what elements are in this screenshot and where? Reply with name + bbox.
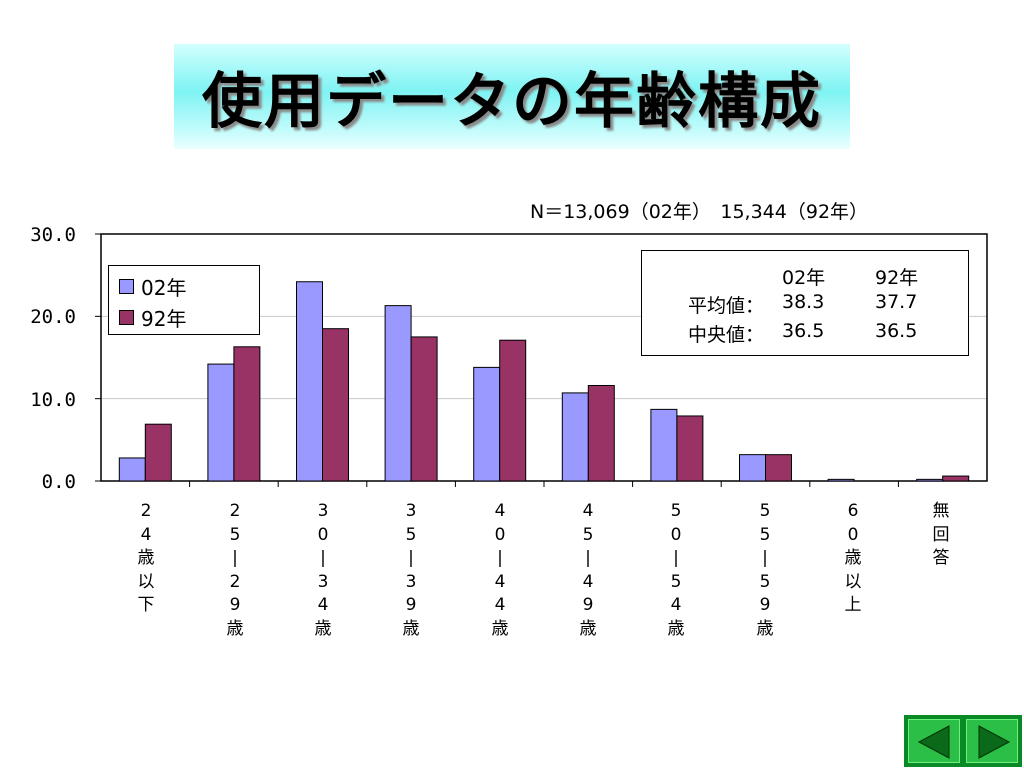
x-tick-label: 3 0 | 3 4 歳 bbox=[314, 501, 332, 639]
stats-row-label: 中央値： bbox=[688, 324, 765, 346]
bar bbox=[473, 366, 501, 482]
bar bbox=[739, 454, 766, 482]
page-title: 使用データの年齢構成 bbox=[202, 67, 822, 137]
bar bbox=[650, 408, 678, 482]
bar bbox=[410, 336, 438, 482]
bar bbox=[587, 384, 615, 482]
bar bbox=[499, 339, 527, 482]
x-tick-label: 無 回 答 bbox=[932, 501, 950, 569]
legend-item: 92年 bbox=[119, 303, 186, 332]
bar bbox=[827, 478, 855, 482]
triangle-left-icon bbox=[917, 725, 950, 759]
x-tick-label: 3 5 | 3 9 歳 bbox=[402, 501, 420, 639]
x-tick-label: 4 0 | 4 4 歳 bbox=[491, 501, 509, 639]
title-banner: 使用データの年齢構成 bbox=[174, 44, 850, 149]
slide-navigation bbox=[904, 715, 1022, 767]
x-tick-label: 5 5 | 5 9 歳 bbox=[756, 501, 774, 639]
chart-legend: 02年 92年 bbox=[108, 265, 260, 335]
stats-col-header: 92年 bbox=[875, 267, 919, 289]
x-tick-label: 5 0 | 5 4 歳 bbox=[667, 501, 685, 639]
bar bbox=[561, 392, 589, 482]
y-tick-label: 10.0 bbox=[30, 389, 76, 411]
bar bbox=[233, 346, 261, 482]
prev-slide-button[interactable] bbox=[908, 719, 960, 763]
y-tick-label: 20.0 bbox=[30, 306, 76, 328]
bar bbox=[207, 363, 235, 482]
bar bbox=[296, 281, 323, 482]
bar bbox=[916, 478, 944, 482]
legend-item: 02年 bbox=[119, 272, 186, 301]
x-tick-label: 4 5 | 4 9 歳 bbox=[579, 501, 597, 639]
legend-label: 92年 bbox=[141, 307, 187, 331]
x-tick-label: 2 5 | 2 9 歳 bbox=[226, 501, 244, 639]
stats-value: 38.3 bbox=[782, 291, 825, 313]
legend-swatch bbox=[119, 310, 134, 325]
y-tick-label: 0.0 bbox=[41, 471, 76, 493]
bar bbox=[765, 454, 792, 482]
bar bbox=[144, 423, 172, 482]
stats-box: 02年 92年 平均値： 38.3 37.7 中央値： 36.5 36.5 bbox=[641, 250, 969, 356]
sample-size-note: N＝13,069（02年） 15,344（92年） bbox=[530, 201, 869, 223]
bar bbox=[322, 328, 349, 482]
triangle-right-icon bbox=[978, 725, 1011, 759]
next-slide-button[interactable] bbox=[966, 719, 1018, 763]
bar bbox=[118, 457, 146, 482]
stats-row-label: 平均値： bbox=[688, 295, 765, 317]
legend-swatch bbox=[119, 279, 134, 294]
stats-value: 36.5 bbox=[782, 320, 825, 342]
stats-value: 37.7 bbox=[875, 291, 918, 313]
bar bbox=[676, 415, 704, 482]
x-tick-label: 6 0 歳 以 上 bbox=[844, 501, 862, 616]
stats-col-header: 02年 bbox=[782, 267, 826, 289]
bar bbox=[942, 475, 970, 482]
bar bbox=[384, 305, 412, 482]
legend-label: 02年 bbox=[141, 276, 187, 300]
x-tick-label: 2 4 歳 以 下 bbox=[137, 501, 155, 616]
stats-value: 36.5 bbox=[875, 320, 918, 342]
y-tick-label: 30.0 bbox=[30, 224, 76, 246]
